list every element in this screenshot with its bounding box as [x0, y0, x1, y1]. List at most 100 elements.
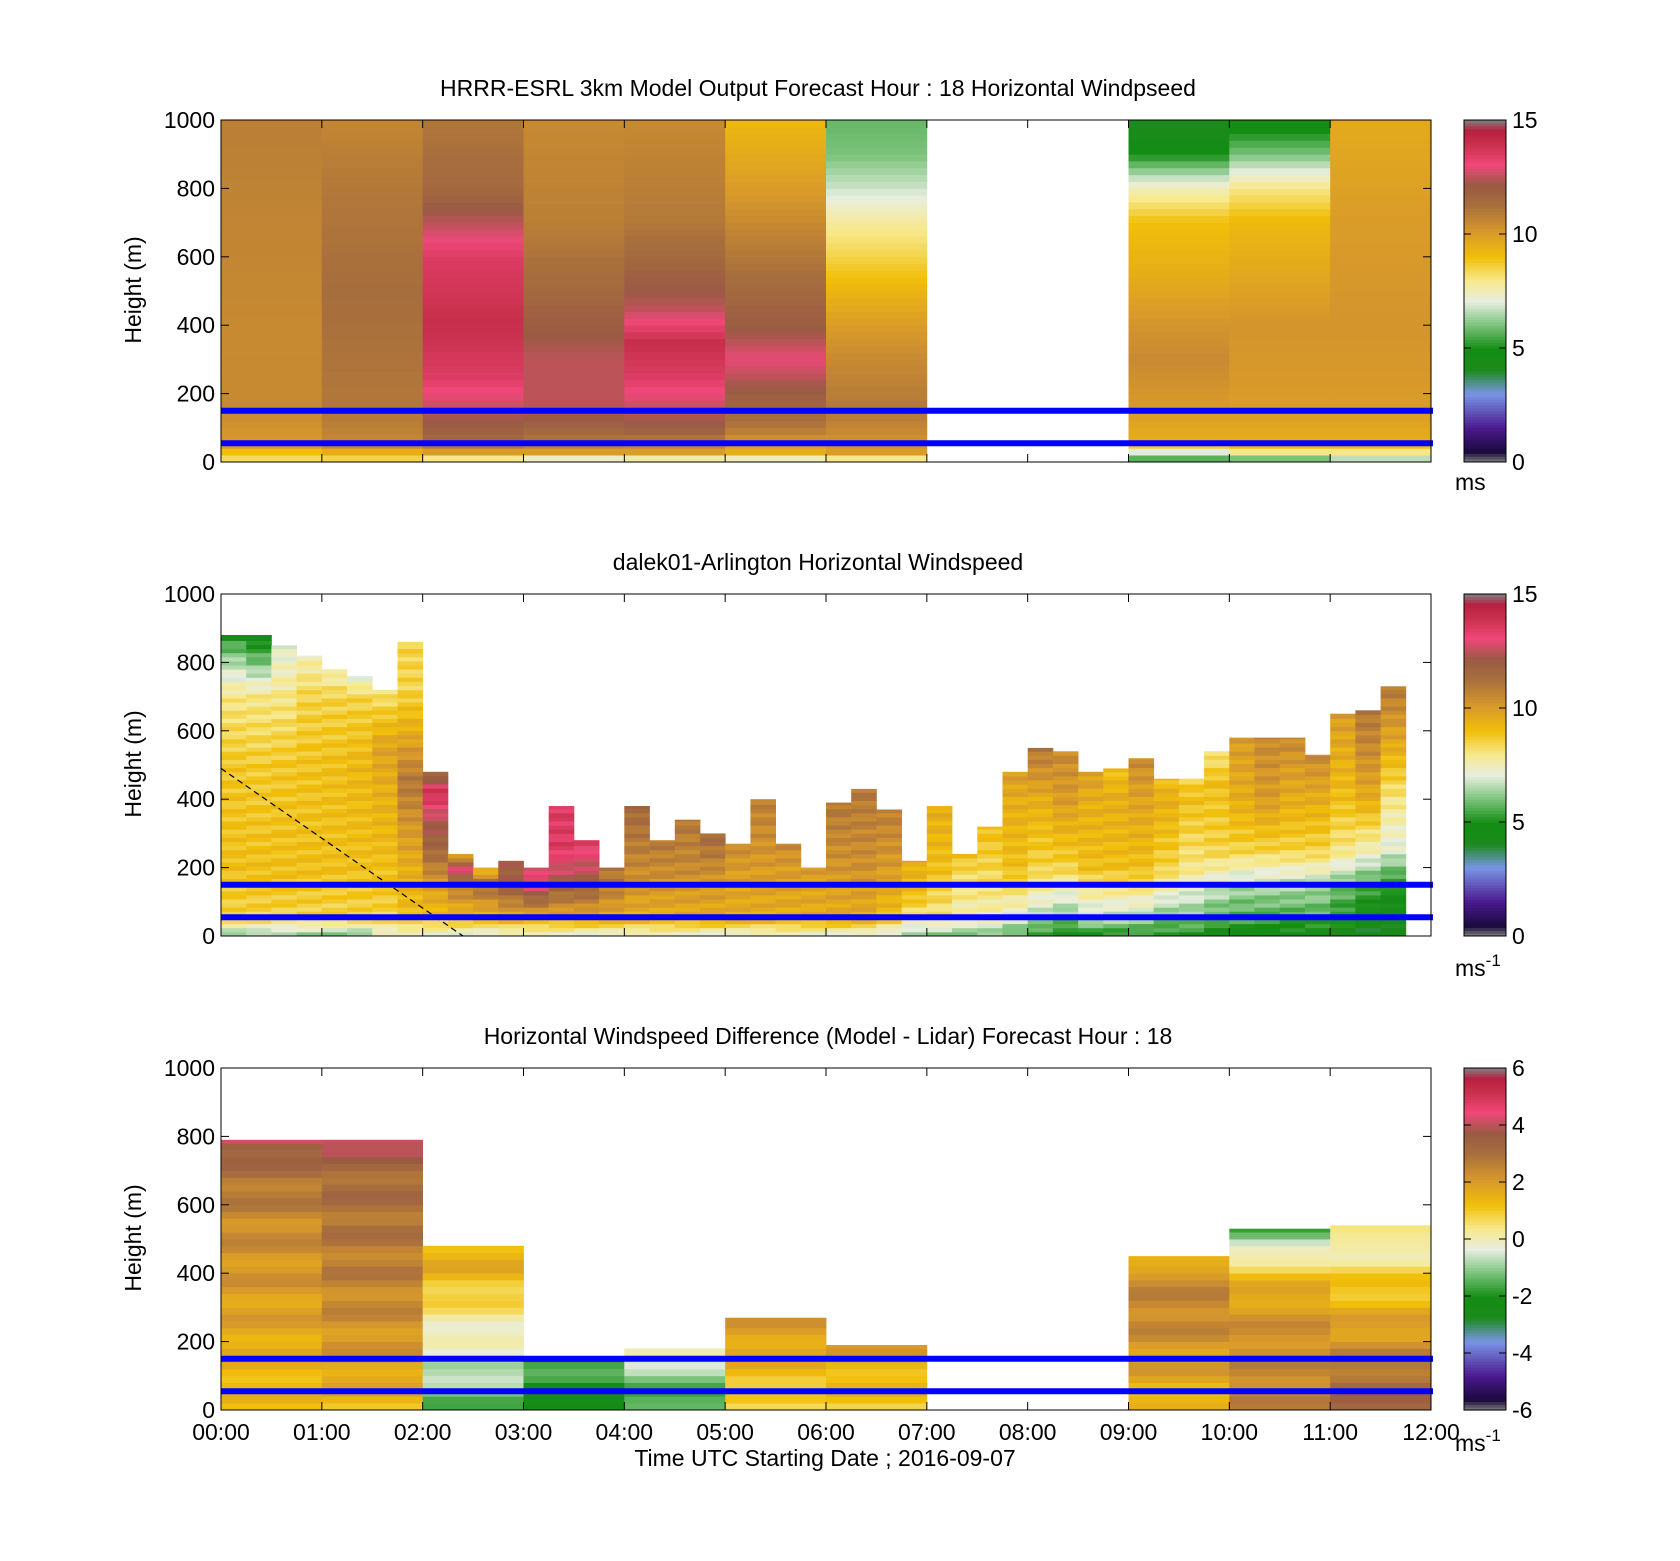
colorbar-segment — [1464, 901, 1506, 906]
heatmap-cell — [624, 1403, 726, 1411]
heatmap-cell — [321, 181, 423, 189]
heatmap-cell — [1330, 277, 1432, 285]
heatmap-cell — [775, 907, 802, 912]
heatmap-cell — [573, 845, 600, 851]
heatmap-cell — [1279, 784, 1306, 789]
heatmap-cell — [1330, 188, 1432, 196]
heatmap-cell — [221, 386, 323, 394]
colorbar-segment — [1464, 1162, 1506, 1166]
heatmap-cell — [321, 229, 423, 237]
heatmap-cell — [422, 874, 449, 879]
heatmap-cell — [1178, 837, 1205, 842]
heatmap-cell — [826, 140, 928, 148]
heatmap-cell — [952, 874, 978, 879]
heatmap-cell — [1027, 919, 1054, 925]
heatmap-cell — [1330, 311, 1432, 319]
heatmap-cell — [725, 215, 827, 223]
heatmap-cell — [1027, 874, 1054, 879]
heatmap-cell — [221, 1396, 323, 1404]
colorbar-segment — [1464, 1395, 1506, 1400]
heatmap-cell — [246, 656, 272, 662]
heatmap-cell — [271, 648, 297, 654]
heatmap-cell — [1027, 923, 1054, 929]
heatmap-cell — [1330, 780, 1356, 785]
heatmap-cell — [422, 849, 449, 855]
heatmap-cell — [926, 878, 953, 883]
heatmap-cell — [221, 243, 323, 251]
heatmap-cell — [246, 747, 272, 752]
heatmap-cell — [1178, 886, 1205, 892]
heatmap-cell — [1204, 775, 1230, 781]
heatmap-cell — [1355, 751, 1381, 756]
heatmap-cell — [1380, 899, 1407, 904]
heatmap-cell — [876, 853, 902, 859]
heatmap-cell — [321, 767, 348, 773]
heatmap-cell — [725, 1348, 827, 1356]
heatmap-cell — [296, 849, 323, 855]
heatmap-cell — [1279, 747, 1306, 752]
heatmap-cell — [422, 907, 449, 912]
heatmap-cell — [221, 849, 247, 855]
heatmap-cell — [271, 833, 297, 838]
heatmap-cell — [1027, 841, 1054, 847]
heatmap-cell — [1330, 126, 1432, 134]
heatmap-cell — [1153, 808, 1180, 814]
heatmap-cell — [321, 256, 423, 264]
heatmap-cell — [851, 804, 877, 810]
heatmap-cell — [523, 161, 625, 169]
heatmap-cell — [1128, 174, 1230, 182]
heatmap-cell — [876, 833, 902, 838]
heatmap-cell — [725, 379, 827, 388]
colorbar-segment — [1464, 1241, 1506, 1246]
heatmap-cell — [321, 325, 423, 333]
heatmap-cell — [977, 853, 1003, 859]
colorbar-segment — [1464, 299, 1506, 303]
heatmap-cell — [447, 895, 474, 900]
heatmap-cell — [775, 845, 802, 851]
heatmap-cell — [1229, 853, 1255, 859]
heatmap-cell — [271, 702, 297, 707]
colorbar-tick-label: 5 — [1512, 335, 1525, 361]
heatmap-cell — [296, 693, 323, 699]
heatmap-cell — [624, 277, 726, 285]
heatmap-cell — [1103, 788, 1129, 793]
heatmap-cell — [246, 858, 272, 863]
heatmap-cell — [1330, 120, 1432, 128]
heatmap-cell — [1355, 780, 1381, 785]
heatmap-cell — [624, 400, 726, 408]
heatmap-cell — [1027, 895, 1054, 900]
heatmap-cell — [1128, 1396, 1230, 1404]
heatmap-cell — [624, 931, 650, 937]
heatmap-cell — [422, 895, 449, 900]
heatmap-cell — [1380, 788, 1407, 793]
heatmap-cell — [901, 923, 928, 929]
heatmap-cell — [321, 730, 348, 736]
heatmap-cell — [1330, 907, 1356, 912]
heatmap-cell — [372, 858, 398, 863]
heatmap-cell — [523, 332, 625, 340]
heatmap-cell — [1279, 817, 1306, 822]
heatmap-cell — [1103, 886, 1129, 892]
heatmap-cell — [624, 366, 726, 374]
heatmap-cell — [1153, 778, 1180, 781]
heatmap-cell — [750, 899, 776, 904]
heatmap-cell — [347, 825, 373, 830]
colorbar-segment — [1464, 1239, 1506, 1243]
heatmap-cell — [599, 878, 625, 883]
heatmap-cell — [1380, 890, 1407, 896]
heatmap-cell — [246, 825, 272, 830]
heatmap-cell — [1229, 1280, 1331, 1288]
heatmap-cell — [1330, 1307, 1432, 1315]
heatmap-cell — [876, 886, 902, 892]
heatmap-cell — [1330, 919, 1356, 925]
heatmap-cell — [347, 923, 373, 929]
colorbar-segment — [1464, 410, 1506, 415]
heatmap-cell — [321, 755, 348, 760]
colorbar-segment — [1464, 433, 1506, 437]
heatmap-cell — [321, 800, 348, 806]
heatmap-cell — [725, 421, 827, 429]
heatmap-cell — [321, 393, 423, 401]
heatmap-cell — [1103, 895, 1129, 900]
heatmap-cell — [750, 927, 776, 933]
heatmap-cell — [674, 890, 701, 896]
